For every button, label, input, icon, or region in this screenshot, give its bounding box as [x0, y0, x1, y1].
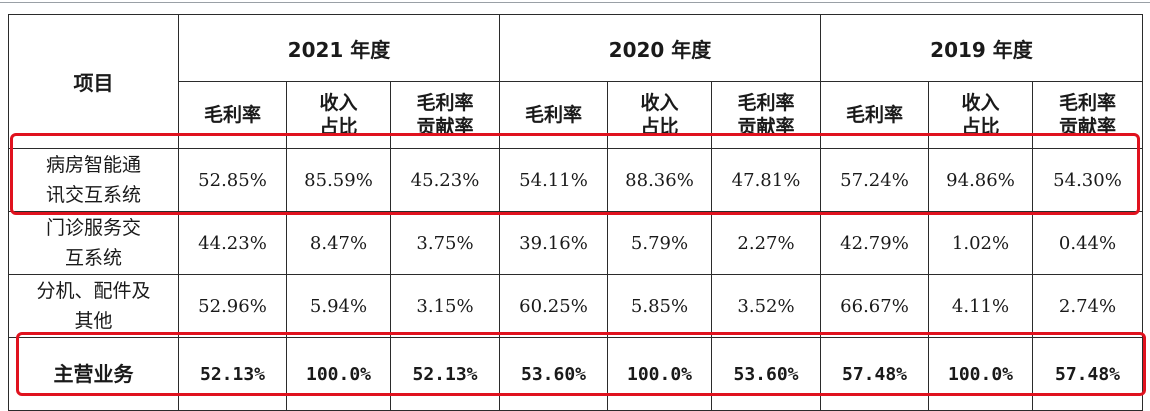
cell-value: 88.36%: [607, 148, 712, 212]
cell-value: 5.85%: [607, 274, 712, 338]
total-row-label: 主营业务: [8, 337, 179, 411]
sub-header-revenue-share: 收入 占比: [607, 81, 712, 149]
gross-margin-table: 项目 2021 年度 2020 年度 2019 年度 毛利率 收入 占比 毛利率贡…: [8, 14, 1143, 411]
cell-value: 94.86%: [928, 148, 1033, 212]
cell-value: 52.96%: [178, 274, 287, 338]
cell-value: 44.23%: [178, 211, 287, 275]
total-cell-value: 53.60%: [499, 337, 608, 411]
sub-header-revenue-share: 收入 占比: [286, 81, 391, 149]
cell-value: 66.67%: [820, 274, 929, 338]
top-rule: [0, 2, 1150, 3]
sub-header-gross-margin: 毛利率: [820, 81, 929, 149]
cell-value: 85.59%: [286, 148, 391, 212]
cell-value: 5.94%: [286, 274, 391, 338]
total-cell-value: 53.60%: [711, 337, 821, 411]
table-row-outpatient-system: 门诊服务交 互系统 44.23% 8.47% 3.75% 39.16% 5.79%…: [8, 211, 1143, 275]
table-row-main-business-total: 主营业务 52.13% 100.0% 52.13% 53.60% 100.0% …: [8, 337, 1143, 411]
cell-value: 54.11%: [499, 148, 608, 212]
table-row-ward-system: 病房智能通 讯交互系统 52.85% 85.59% 45.23% 54.11% 8…: [8, 148, 1143, 212]
cell-value: 42.79%: [820, 211, 929, 275]
cell-value: 2.74%: [1032, 274, 1143, 338]
total-cell-value: 100.0%: [607, 337, 712, 411]
year-header-2021: 2021 年度: [178, 14, 500, 82]
sub-header-margin-contribution: 毛利率 贡献率: [711, 81, 821, 149]
cell-value: 45.23%: [390, 148, 500, 212]
cell-value: 1.02%: [928, 211, 1033, 275]
total-cell-value: 57.48%: [820, 337, 929, 411]
cell-value: 8.47%: [286, 211, 391, 275]
total-cell-value: 100.0%: [928, 337, 1033, 411]
sub-header-gross-margin: 毛利率: [178, 81, 287, 149]
table-row-extensions-accessories: 分机、配件及 其他 52.96% 5.94% 3.15% 60.25% 5.85%…: [8, 274, 1143, 338]
sub-header-margin-contribution: 毛利率 贡献率: [1032, 81, 1143, 149]
cell-value: 3.52%: [711, 274, 821, 338]
sub-header-margin-contribution: 毛利率 贡献率: [390, 81, 500, 149]
year-header-2019: 2019 年度: [820, 14, 1143, 82]
total-cell-value: 52.13%: [390, 337, 500, 411]
sub-header-revenue-share: 收入 占比: [928, 81, 1033, 149]
cell-value: 2.27%: [711, 211, 821, 275]
sub-header-gross-margin: 毛利率: [499, 81, 608, 149]
cell-value: 5.79%: [607, 211, 712, 275]
cell-value: 4.11%: [928, 274, 1033, 338]
cell-value: 57.24%: [820, 148, 929, 212]
item-header: 项目: [8, 14, 179, 149]
row-label: 门诊服务交 互系统: [8, 211, 179, 275]
year-header-2020: 2020 年度: [499, 14, 821, 82]
cell-value: 52.85%: [178, 148, 287, 212]
cell-value: 60.25%: [499, 274, 608, 338]
cell-value: 3.15%: [390, 274, 500, 338]
cell-value: 54.30%: [1032, 148, 1143, 212]
cell-value: 47.81%: [711, 148, 821, 212]
row-label: 病房智能通 讯交互系统: [8, 148, 179, 212]
cell-value: 3.75%: [390, 211, 500, 275]
total-cell-value: 100.0%: [286, 337, 391, 411]
cell-value: 39.16%: [499, 211, 608, 275]
total-cell-value: 52.13%: [178, 337, 287, 411]
total-cell-value: 57.48%: [1032, 337, 1143, 411]
row-label: 分机、配件及 其他: [8, 274, 179, 338]
cell-value: 0.44%: [1032, 211, 1143, 275]
